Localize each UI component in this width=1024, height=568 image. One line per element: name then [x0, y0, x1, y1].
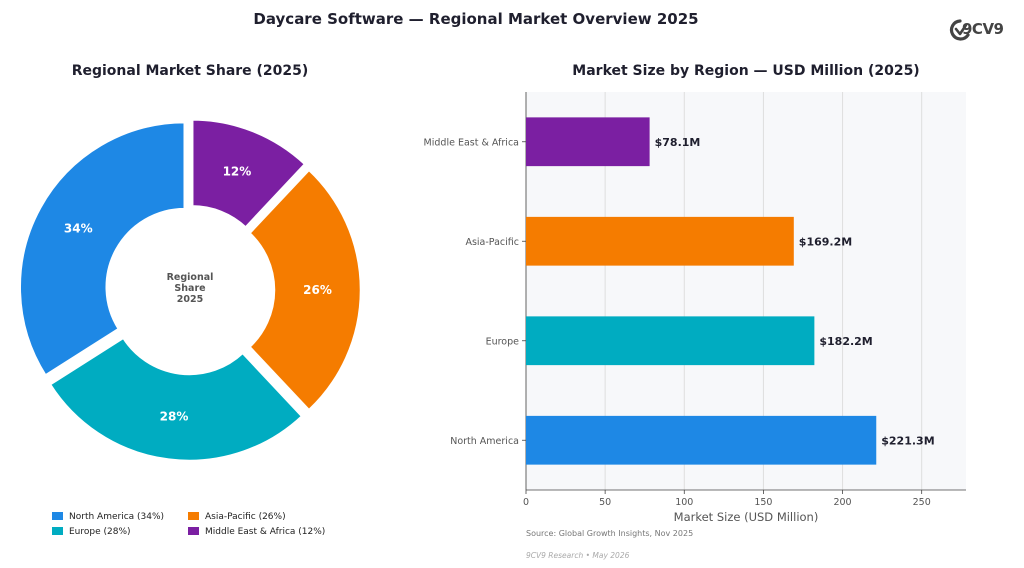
y-tick-label: Middle East & Africa — [424, 137, 519, 148]
donut-slice-label: 28% — [160, 409, 189, 423]
bar-chart-title: Market Size by Region — USD Million (202… — [572, 63, 920, 79]
x-tick-label: 200 — [833, 497, 851, 508]
x-tick-label: 50 — [599, 497, 611, 508]
donut-slice-europe — [48, 336, 304, 463]
donut-chart-title: Regional Market Share (2025) — [71, 63, 309, 79]
x-tick-label: 0 — [523, 497, 529, 508]
donut-center-label: 2025 — [177, 294, 203, 305]
bar-asia-pacific — [526, 216, 794, 266]
legend-item-middle-east-africa: Middle East & Africa (12%) — [188, 527, 325, 537]
legend-label: Europe (28%) — [69, 527, 131, 537]
legend-item-asia-pacific: Asia-Pacific (26%) — [188, 512, 286, 522]
brand-logo: 9CV9 — [948, 16, 1024, 46]
donut-center-label: Regional — [167, 272, 214, 283]
footer-credit: 9CV9 Research • May 2026 — [526, 551, 630, 560]
source-note: Source: Global Growth Insights, Nov 2025 — [526, 529, 694, 538]
bar-north-america — [526, 415, 877, 465]
y-tick-label: North America — [450, 436, 519, 447]
legend-item-europe: Europe (28%) — [52, 527, 131, 537]
legend-label: Asia-Pacific (26%) — [205, 512, 286, 522]
donut-slice-label: 26% — [303, 283, 332, 297]
legend-item-north-america: North America (34%) — [52, 512, 164, 522]
legend-swatch — [52, 512, 63, 520]
main-title: Daycare Software — Regional Market Overv… — [253, 10, 699, 28]
x-axis-label: Market Size (USD Million) — [674, 510, 819, 524]
donut-slice-asia-pacific — [247, 167, 363, 413]
donut-slice-label: 12% — [223, 164, 252, 178]
bar-chart: Middle East & Africa $78.1M Asia-Pacific $1… — [424, 92, 966, 524]
bar-data-label: $182.2M — [819, 335, 872, 348]
donut-center-label: Share — [174, 283, 205, 294]
bar-data-label: $78.1M — [655, 136, 701, 149]
bar-data-label: $221.3M — [881, 434, 934, 447]
donut-slice-label: 34% — [64, 222, 93, 236]
legend-swatch — [188, 527, 199, 535]
bar-middle-east-africa — [526, 117, 650, 167]
donut-slice-middle-east-africa — [190, 118, 307, 230]
x-tick-label: 150 — [754, 497, 772, 508]
legend-swatch — [52, 527, 63, 535]
legend-swatch — [188, 512, 199, 520]
legend-label: North America (34%) — [69, 512, 165, 522]
y-tick-label: Asia-Pacific — [465, 237, 519, 248]
logo-mark-icon — [949, 19, 970, 41]
x-tick-label: 250 — [913, 497, 931, 508]
legend-label: Middle East & Africa (12%) — [205, 527, 326, 537]
logo-text: 9CV9 — [962, 20, 1004, 38]
bar-data-label: $169.2M — [799, 235, 852, 248]
donut-slice-north-america — [18, 120, 186, 378]
x-tick-label: 100 — [675, 497, 693, 508]
bar-europe — [526, 316, 815, 366]
y-tick-label: Europe — [486, 336, 520, 347]
